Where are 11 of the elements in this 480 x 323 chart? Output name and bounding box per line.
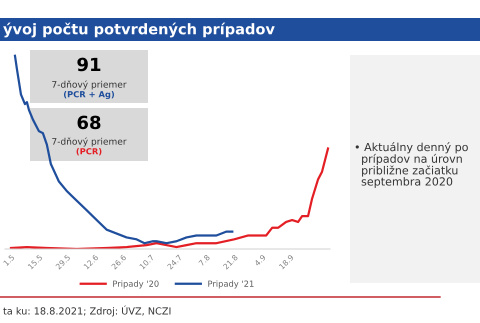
legend-label: Pripady '21: [208, 280, 254, 288]
annotation: 7-dňový priemer: [52, 80, 127, 90]
legend-label: Pripady '20: [113, 280, 159, 288]
annotation: 68: [78, 116, 100, 130]
text: • Aktuálny denný po prípadov na úrovn približne začiatku septembra 2020: [356, 142, 468, 188]
text: ta ku: 18.8.2021; Zdroj: ÚVZ, NCZI: [3, 305, 170, 317]
annotation: (PCR + Ag): [64, 90, 114, 100]
chart-title: ývoj počtu potvrdených prípadov: [3, 22, 275, 38]
annotation: 91: [77, 58, 100, 72]
annotation: 7-dňový priemer: [52, 137, 127, 147]
annotation: (PCR): [76, 148, 102, 156]
